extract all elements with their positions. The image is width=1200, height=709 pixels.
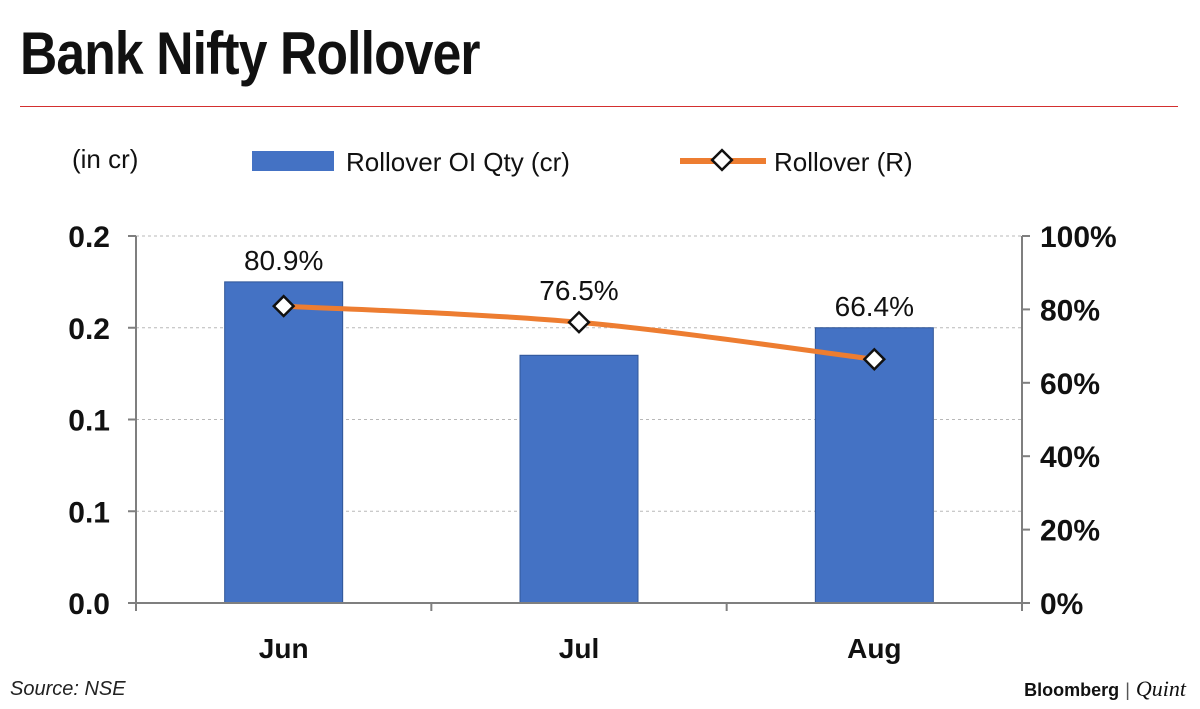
chart-title: Bank Nifty Rollover	[20, 20, 480, 87]
bar-jul	[519, 354, 639, 604]
title-divider	[20, 106, 1178, 107]
y-right-label-0: 0%	[1040, 588, 1083, 621]
bar-jun	[224, 281, 344, 604]
line-series	[271, 294, 887, 371]
rollover-marker-jul	[567, 310, 591, 334]
y-right-label-4: 80%	[1040, 294, 1100, 327]
x-label-jun: Jun	[259, 633, 309, 664]
data-label-jun: 80.9%	[244, 245, 323, 276]
brand-separator: |	[1125, 680, 1130, 700]
brand-logo: Bloomberg | Quint	[1024, 676, 1186, 702]
legend-swatch-bar	[252, 151, 334, 171]
rollover-marker-aug	[862, 347, 887, 371]
legend-swatch-marker	[710, 148, 734, 172]
axes	[128, 235, 1030, 611]
y-right-label-2: 40%	[1040, 441, 1100, 474]
unit-label: (in cr)	[72, 144, 138, 174]
source-note: Source: NSE	[10, 678, 126, 700]
legend-label-line: Rollover (R)	[774, 147, 913, 177]
y-left-label-2: 0.1	[68, 405, 110, 438]
y-right-label-1: 20%	[1040, 515, 1100, 548]
legend-label-bar: Rollover OI Qty (cr)	[346, 147, 570, 177]
data-label-jul: 76.5%	[539, 275, 618, 306]
x-label-aug: Aug	[847, 633, 901, 664]
brand-primary: Bloomberg	[1024, 680, 1120, 700]
bar-aug	[814, 327, 934, 604]
y-left-label-3: 0.2	[68, 313, 110, 346]
y-left-label-1: 0.1	[68, 496, 110, 529]
y-left-label-0: 0.0	[68, 588, 110, 621]
data-label-aug: 66.4%	[835, 291, 914, 322]
y-left-label-4: 0.2	[68, 221, 110, 254]
y-right-label-5: 100%	[1040, 221, 1117, 254]
legend: Rollover OI Qty (cr) Rollover (R)	[252, 147, 913, 177]
tick-labels: 80.9% 76.5% 66.4% 0.0 0.1 0.1 0.2 0.2 0% 20% 40% 60…	[68, 221, 1116, 664]
brand-secondary: Quint	[1135, 676, 1186, 701]
bar-series	[224, 281, 934, 604]
y-right-label-3: 60%	[1040, 368, 1100, 401]
x-label-jul: Jul	[559, 633, 599, 664]
rollover-marker-jun	[271, 294, 296, 318]
